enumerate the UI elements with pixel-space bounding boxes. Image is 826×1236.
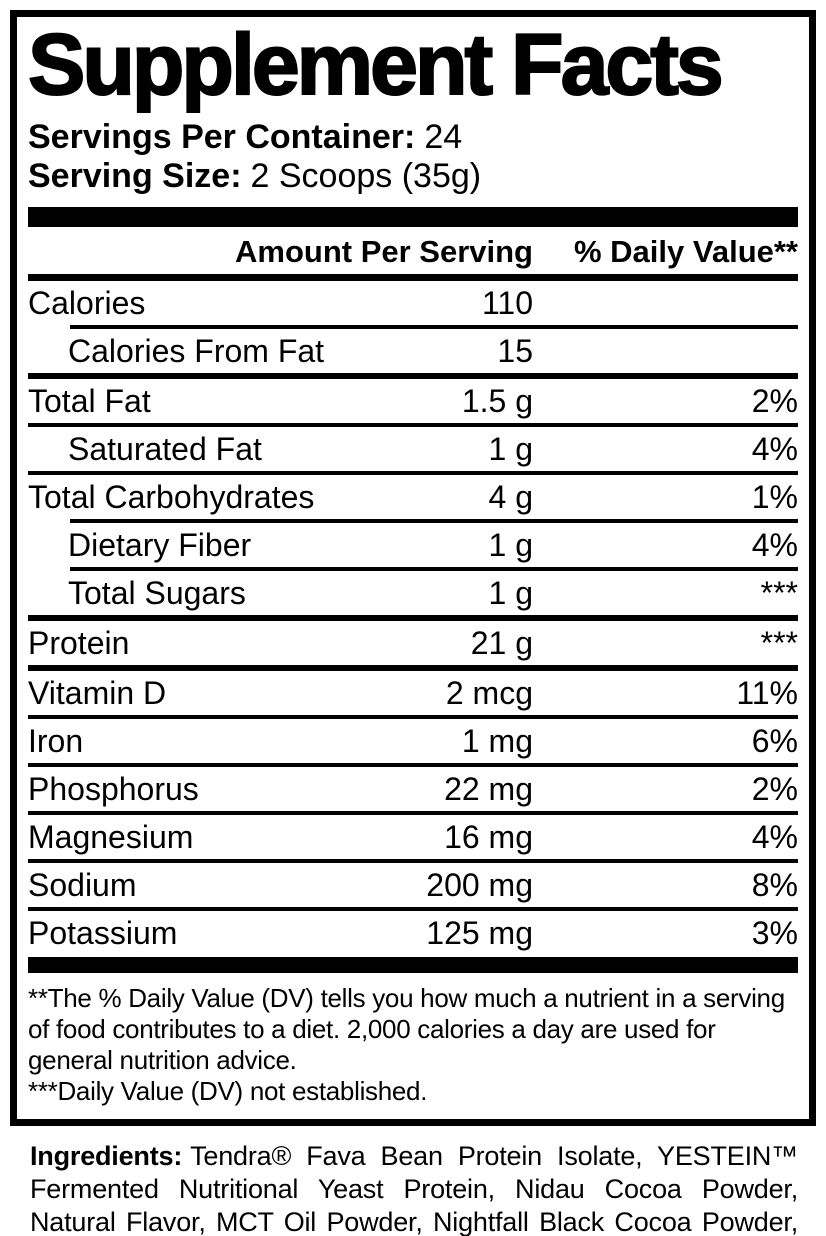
nutrient-name: Potassium [28,914,178,951]
row-divider [28,763,798,768]
row-divider [28,423,798,428]
nutrient-daily-value: 11% [736,675,798,712]
row-divider [28,471,798,476]
ingredients-label: Ingredients: [30,1141,183,1172]
nutrient-amount: 16 mg [444,818,533,855]
nutrient-name: Sodium [28,866,137,903]
row-divider [28,715,798,720]
nutrient-daily-value: 4% [751,431,798,468]
nutrient-name: Dietary Fiber [68,526,252,563]
nutrient-amount: 1 mg [461,722,533,759]
table-row: Dietary Fiber 1 g 4% [28,523,798,567]
table-row: Total Fat 1.5 g 2% [28,379,798,423]
nutrient-amount: 4 g [488,478,533,515]
table-row: Vitamin D 2 mcg 11% [28,671,798,715]
table-row: Total Sugars 1 g *** [28,571,798,615]
table-row: Magnesium 16 mg 4% [28,815,798,859]
nutrient-daily-value: *** [760,625,798,662]
nutrient-daily-value: 2% [751,383,798,420]
nutrient-name: Calories From Fat [68,332,325,369]
nutrient-amount: 1.5 g [461,382,533,419]
nutrient-name: Magnesium [28,818,194,855]
nutrient-amount: 22 mg [444,770,533,807]
row-divider [70,567,798,572]
row-divider [28,907,798,912]
servings-per-container-label: Servings Per Container: [28,118,416,157]
table-row: Protein 21 g *** [28,621,798,665]
supplement-facts-title: Supplement Facts [27,17,725,113]
nutrient-amount: 1 g [488,430,533,467]
ingredients-paragraph: Ingredients: Tendra® Fava Bean Protein Is… [30,1140,798,1236]
row-divider [28,665,798,672]
daily-value-header: % Daily Value** [573,234,798,270]
section-bar-bottom [28,957,798,974]
table-row: Iron 1 mg 6% [28,719,798,763]
nutrient-name: Phosphorus [28,770,199,807]
nutrient-name: Total Fat [28,382,151,419]
table-row: Phosphorus 22 mg 2% [28,767,798,811]
nutrient-amount: 1 g [488,574,533,611]
facts-table-body: Calories 110 Calories From Fat 15 Total … [28,281,798,974]
section-bar-top [28,207,798,228]
nutrient-amount: 2 mcg [445,674,533,711]
supplement-facts-panel: Supplement Facts Servings Per Container:… [10,10,816,1127]
daily-value-footnote: **The % Daily Value (DV) tells you how m… [28,983,785,1076]
nutrient-amount: 125 mg [426,914,533,951]
header-rule [28,274,798,282]
nutrient-name: Total Sugars [68,574,246,611]
nutrient-daily-value: 4% [751,819,798,856]
nutrient-name: Vitamin D [28,674,167,711]
serving-size-value: 2 Scoops (35g) [250,157,482,196]
dv-not-established-footnote: ***Daily Value (DV) not established. [28,1076,428,1107]
table-row: Potassium 125 mg 3% [28,911,798,955]
nutrient-daily-value: *** [760,575,798,612]
amount-per-serving-header: Amount Per Serving [235,234,533,270]
row-divider [28,615,798,622]
servings-per-container-value: 24 [424,118,463,157]
nutrient-daily-value: 3% [751,915,798,952]
nutrient-daily-value: 6% [751,723,798,760]
row-divider [28,859,798,864]
row-divider [28,373,798,380]
nutrient-amount: 200 mg [426,866,533,903]
nutrient-amount: 21 g [470,624,533,661]
nutrient-name: Iron [28,722,84,759]
nutrient-name: Total Carbohydrates [28,478,315,515]
ingredients-text: Tendra® Fava Bean Protein Isolate, YESTE… [30,1141,798,1236]
footnote-block: **The % Daily Value (DV) tells you how m… [28,983,798,1107]
nutrient-name: Protein [28,624,130,661]
facts-table-header: Amount Per Serving % Daily Value** [28,229,798,274]
row-divider [28,811,798,816]
nutrient-daily-value: 1% [751,479,798,516]
nutrient-amount: 15 [497,332,533,369]
nutrient-name: Saturated Fat [68,430,262,467]
table-row: Saturated Fat 1 g 4% [28,427,798,471]
table-row: Total Carbohydrates 4 g 1% [28,475,798,519]
table-row: Calories 110 [28,281,798,325]
table-row: Sodium 200 mg 8% [28,863,798,907]
serving-size-line: Serving Size: 2 Scoops (35g) [28,157,798,196]
row-divider [70,325,798,330]
row-divider [70,519,798,524]
nutrient-daily-value: 8% [751,867,798,904]
table-row: Calories From Fat 15 [28,329,798,373]
nutrient-amount: 110 [481,284,533,321]
serving-size-label: Serving Size: [28,157,242,196]
nutrient-amount: 1 g [488,526,533,563]
servings-per-container-line: Servings Per Container: 24 [28,118,798,157]
nutrient-daily-value: 2% [751,771,798,808]
nutrient-daily-value: 4% [751,527,798,564]
nutrient-name: Calories [28,284,146,321]
